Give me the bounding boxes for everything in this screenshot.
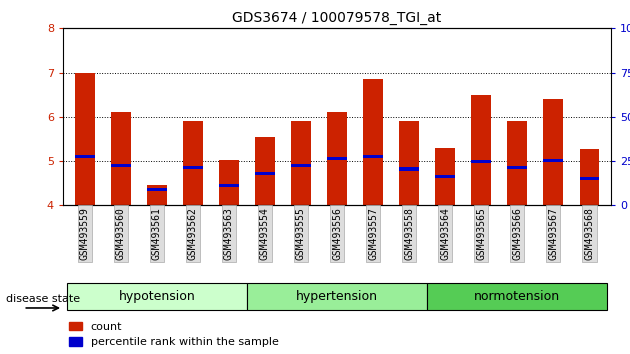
Bar (247, 283, 427, 310)
Bar (427, 283, 607, 310)
Bar (75, 155, 94, 158)
Text: GSM493560: GSM493560 (116, 207, 126, 260)
Bar (580, 177, 599, 180)
Title: GDS3674 / 100079578_TGI_at: GDS3674 / 100079578_TGI_at (232, 11, 442, 24)
Bar (471, 160, 491, 162)
Bar (399, 121, 419, 205)
Bar (363, 155, 383, 158)
Bar (147, 185, 167, 205)
Bar (67, 283, 247, 310)
Text: disease state: disease state (6, 294, 81, 304)
Text: GSM493565: GSM493565 (476, 207, 486, 260)
Bar (327, 157, 347, 160)
Bar (291, 121, 311, 205)
Bar (183, 121, 203, 205)
Text: hypertension: hypertension (296, 290, 378, 303)
Bar (183, 166, 203, 169)
Bar (291, 164, 311, 167)
Bar (111, 164, 130, 167)
Text: GSM493563: GSM493563 (224, 207, 234, 260)
Text: GSM493564: GSM493564 (440, 207, 450, 260)
Bar (255, 137, 275, 205)
Bar (544, 99, 563, 205)
Legend: count, percentile rank within the sample: count, percentile rank within the sample (69, 322, 278, 347)
Bar (435, 148, 455, 205)
Text: GSM493561: GSM493561 (152, 207, 162, 260)
Text: GSM493558: GSM493558 (404, 207, 414, 260)
Text: GSM493562: GSM493562 (188, 207, 198, 260)
Bar (219, 184, 239, 187)
Bar (507, 121, 527, 205)
Text: GSM493554: GSM493554 (260, 207, 270, 260)
Bar (255, 172, 275, 175)
Text: hypotension: hypotension (118, 290, 195, 303)
Bar (544, 159, 563, 162)
Bar (399, 167, 419, 171)
Text: GSM493556: GSM493556 (332, 207, 342, 260)
Text: GSM493555: GSM493555 (296, 207, 306, 260)
Text: GSM493566: GSM493566 (512, 207, 522, 260)
Text: GSM493557: GSM493557 (368, 207, 378, 260)
Text: GSM493568: GSM493568 (585, 207, 595, 260)
Bar (147, 188, 167, 192)
Bar (580, 149, 599, 205)
Bar (363, 79, 383, 205)
Bar (471, 95, 491, 205)
Bar (327, 113, 347, 205)
Text: normotension: normotension (474, 290, 561, 303)
Bar (435, 175, 455, 178)
Bar (219, 160, 239, 205)
Bar (507, 166, 527, 169)
Bar (75, 73, 94, 205)
Text: GSM493567: GSM493567 (548, 207, 558, 260)
Bar (111, 113, 130, 205)
Text: GSM493559: GSM493559 (79, 207, 89, 260)
